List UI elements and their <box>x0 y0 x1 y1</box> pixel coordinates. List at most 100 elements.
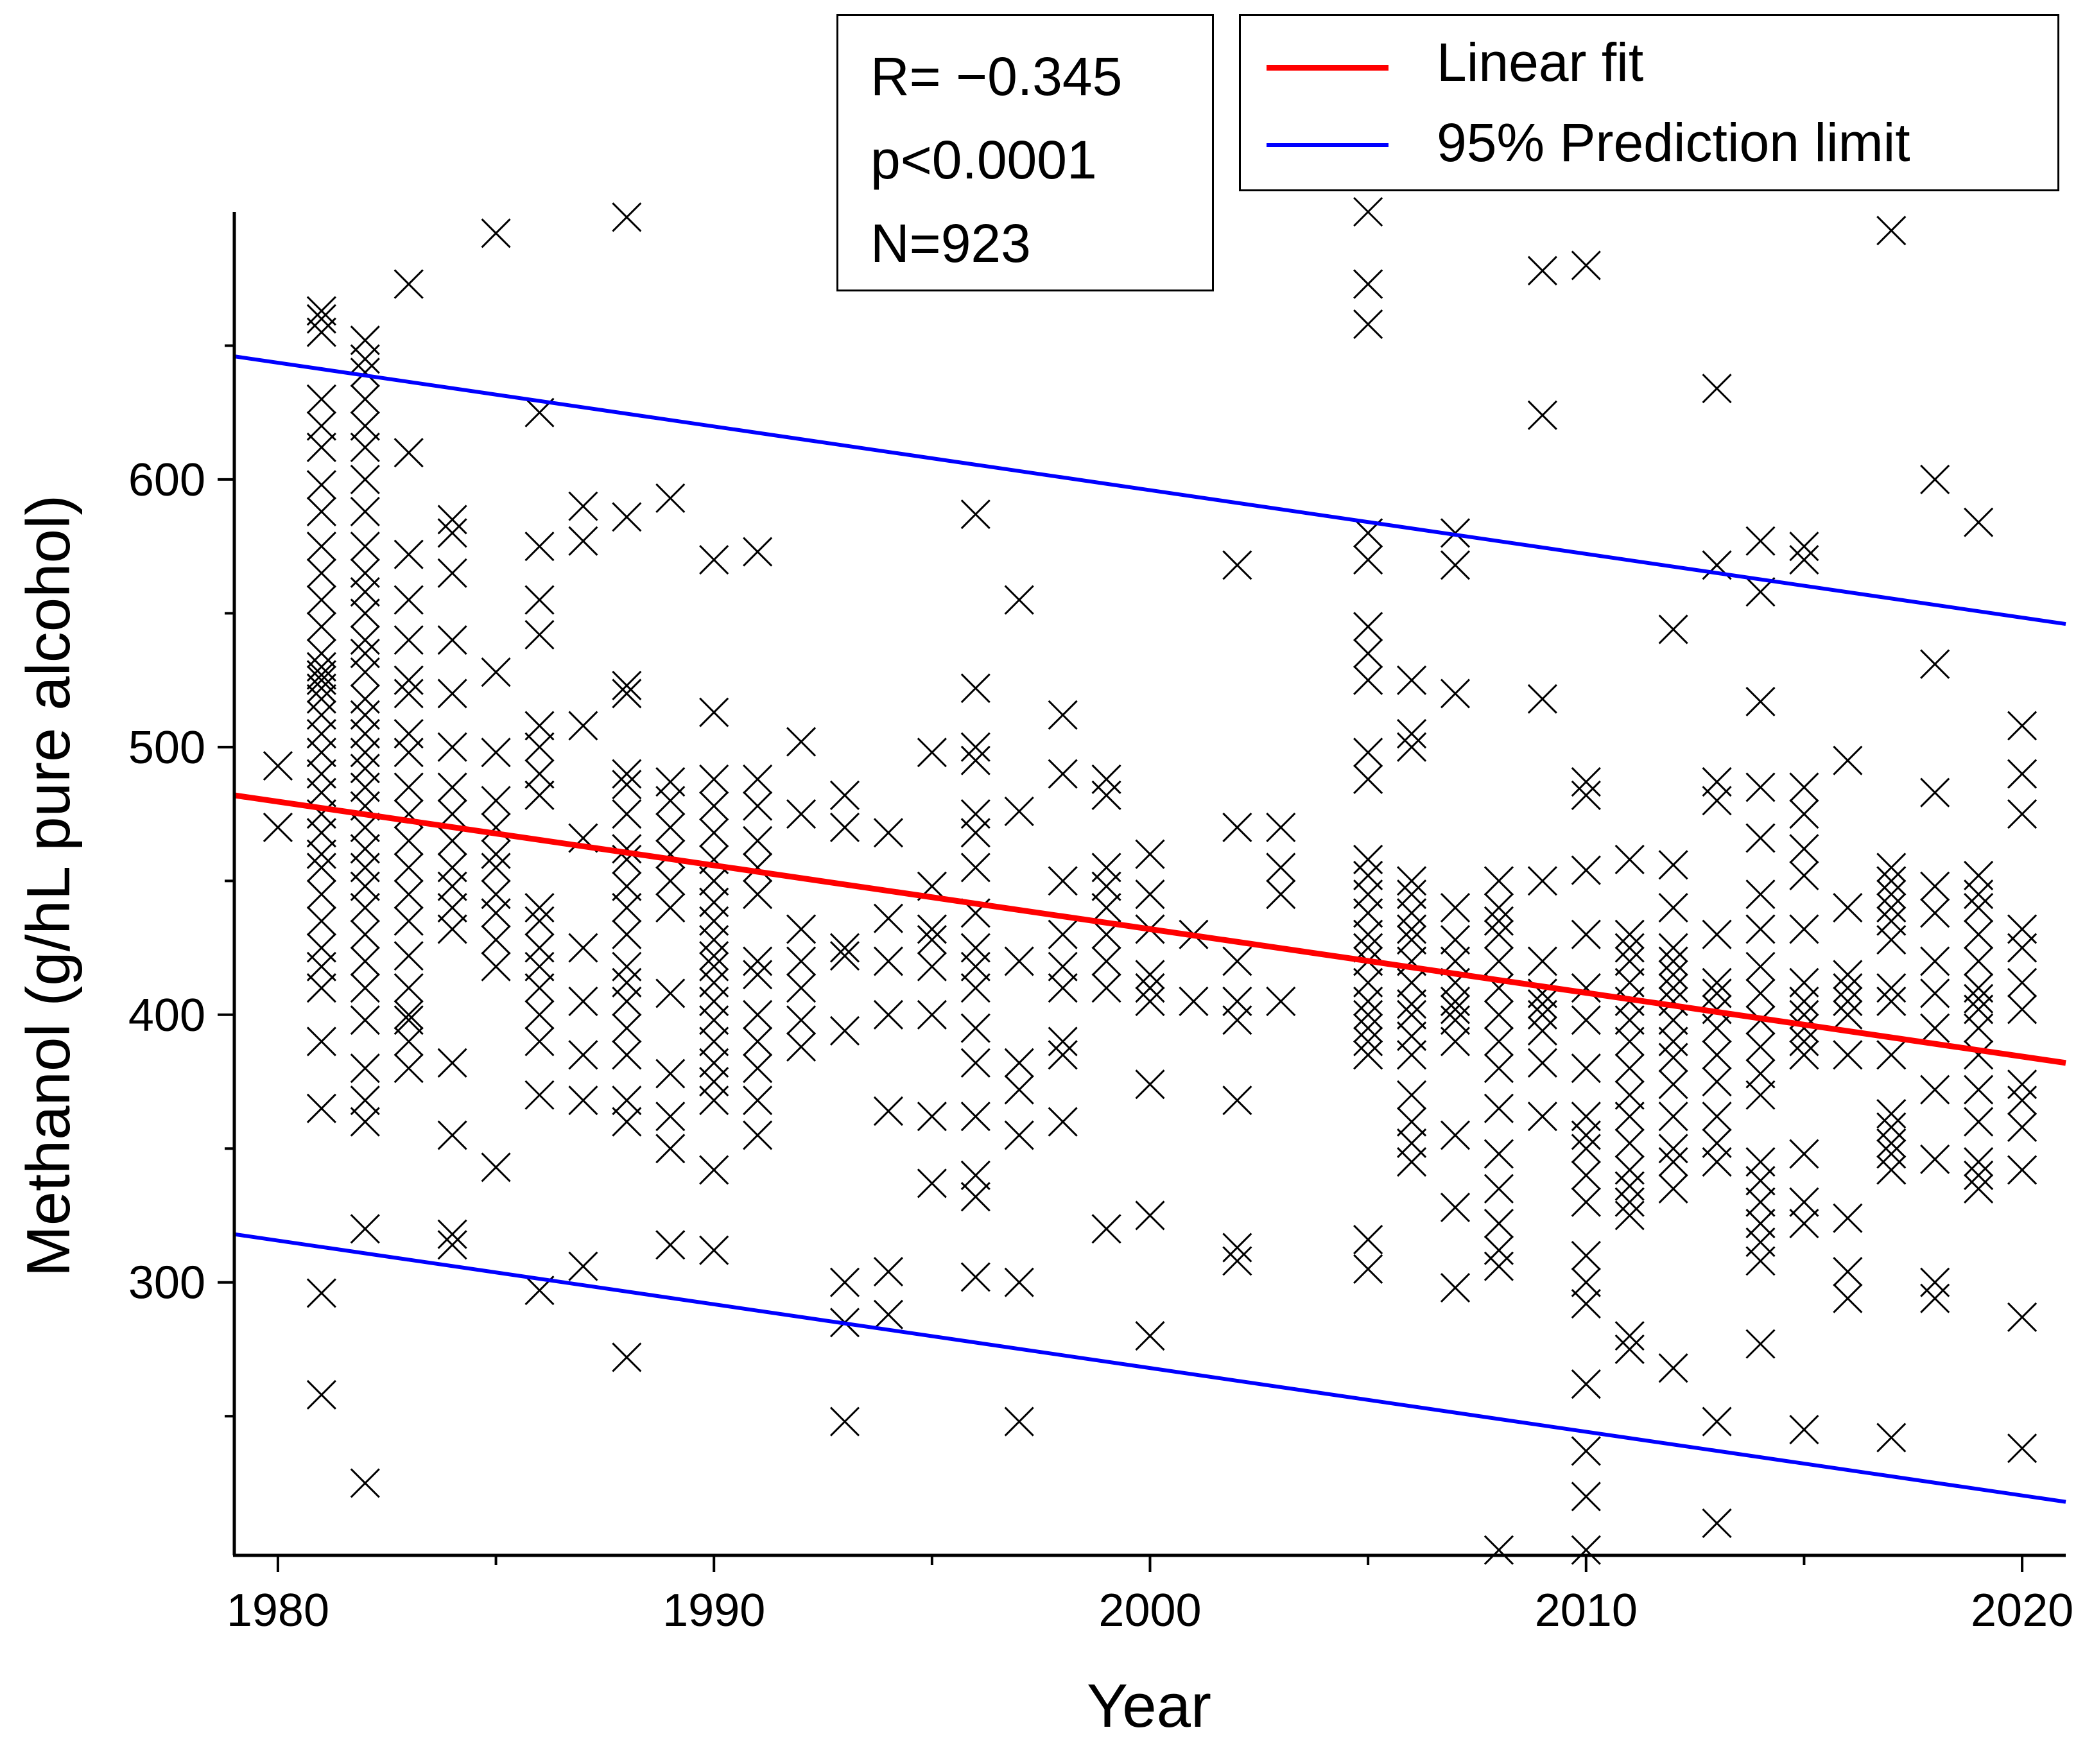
data-point-310 <box>1266 879 1296 910</box>
data-point-410 <box>1571 1267 1601 1297</box>
data-point-90 <box>394 973 424 1003</box>
data-point-451 <box>1702 374 1732 404</box>
data-point-318 <box>1353 638 1383 669</box>
data-point-411 <box>1571 1289 1601 1319</box>
data-point-13 <box>306 612 336 642</box>
data-point-196 <box>699 1005 729 1035</box>
data-point-487 <box>1789 532 1819 562</box>
data-point-387 <box>1527 684 1557 714</box>
data-point-64 <box>350 892 380 923</box>
data-point-559 <box>2007 759 2037 789</box>
data-point-551 <box>1964 1013 1994 1043</box>
data-point-419 <box>1614 946 1645 976</box>
data-point-248 <box>960 732 991 762</box>
data-point-490 <box>1789 799 1819 829</box>
data-point-555 <box>1964 1147 1994 1177</box>
data-point-77 <box>394 585 424 615</box>
data-point-92 <box>394 1005 424 1035</box>
y-tick-label-300: 300 <box>128 1258 205 1309</box>
data-point-118 <box>481 852 511 883</box>
data-point-276 <box>1048 973 1078 1003</box>
data-point-232 <box>873 903 903 933</box>
data-point-509 <box>1833 999 1863 1030</box>
data-point-121 <box>481 924 511 955</box>
data-point-348 <box>1397 999 1427 1030</box>
data-point-45 <box>350 496 380 527</box>
data-point-514 <box>1876 216 1907 246</box>
data-point-200 <box>699 1085 729 1116</box>
data-point-125 <box>524 532 555 562</box>
data-point-208 <box>743 879 773 910</box>
data-point-76 <box>394 539 424 569</box>
data-point-209 <box>743 946 773 976</box>
data-point-97 <box>437 558 467 588</box>
data-point-5 <box>306 384 336 414</box>
data-point-302 <box>1222 946 1252 976</box>
data-point-272 <box>1048 759 1078 789</box>
data-point-325 <box>1353 898 1383 928</box>
data-point-223 <box>829 780 860 810</box>
data-point-564 <box>2007 994 2037 1025</box>
data-point-495 <box>1789 986 1819 1017</box>
data-point-217 <box>786 799 817 829</box>
data-point-466 <box>1702 1508 1732 1539</box>
data-point-507 <box>1833 973 1863 1003</box>
data-point-520 <box>1876 924 1907 955</box>
data-point-19 <box>306 684 336 714</box>
data-point-91 <box>394 999 424 1030</box>
data-point-106 <box>437 892 467 923</box>
data-point-101 <box>437 772 467 802</box>
data-point-70 <box>350 1085 380 1116</box>
data-point-340 <box>1397 866 1427 896</box>
data-point-123 <box>481 1152 511 1182</box>
data-point-469 <box>1745 686 1776 717</box>
data-point-27 <box>306 839 336 869</box>
data-point-445 <box>1658 1069 1688 1100</box>
data-point-533 <box>1920 871 1950 901</box>
data-point-258 <box>960 1048 991 1078</box>
data-point-413 <box>1571 1436 1601 1466</box>
data-point-332 <box>1353 1013 1383 1043</box>
y-tick-label-400: 400 <box>128 990 205 1041</box>
data-point-505 <box>1833 892 1863 923</box>
data-point-424 <box>1614 1053 1645 1084</box>
data-point-322 <box>1353 844 1383 875</box>
data-point-137 <box>524 999 555 1030</box>
data-point-88 <box>394 906 424 936</box>
data-point-544 <box>1964 879 1994 910</box>
data-point-240 <box>917 914 947 944</box>
data-point-79 <box>394 665 424 695</box>
data-point-36 <box>306 1278 336 1308</box>
data-point-29 <box>306 879 336 910</box>
data-point-447 <box>1658 1134 1688 1164</box>
data-point-429 <box>1614 1171 1645 1201</box>
data-point-120 <box>481 898 511 928</box>
data-point-428 <box>1614 1155 1645 1185</box>
data-point-568 <box>2007 1155 2037 1185</box>
data-point-40 <box>350 358 380 388</box>
data-point-443 <box>1658 1026 1688 1057</box>
data-point-255 <box>960 951 991 981</box>
data-point-442 <box>1658 1005 1688 1035</box>
data-point-234 <box>873 999 903 1030</box>
data-point-4 <box>306 317 336 347</box>
data-point-65 <box>350 919 380 949</box>
data-point-500 <box>1789 1139 1819 1169</box>
data-point-136 <box>524 973 555 1003</box>
data-point-249 <box>960 745 991 775</box>
data-point-308 <box>1266 812 1296 843</box>
data-point-422 <box>1614 1005 1645 1035</box>
data-point-456 <box>1702 967 1732 998</box>
data-point-342 <box>1397 898 1427 928</box>
data-point-178 <box>655 1059 686 1089</box>
data-point-482 <box>1745 1187 1776 1217</box>
stats-n-value: N=923 <box>870 213 1031 273</box>
data-point-527 <box>1876 1139 1907 1169</box>
data-point-409 <box>1571 1240 1601 1271</box>
data-point-143 <box>568 711 598 741</box>
linear-fit-line <box>234 792 2066 1066</box>
data-point-391 <box>1527 989 1557 1019</box>
data-point-501 <box>1789 1187 1819 1217</box>
data-point-369 <box>1484 866 1514 896</box>
data-point-372 <box>1484 919 1514 949</box>
